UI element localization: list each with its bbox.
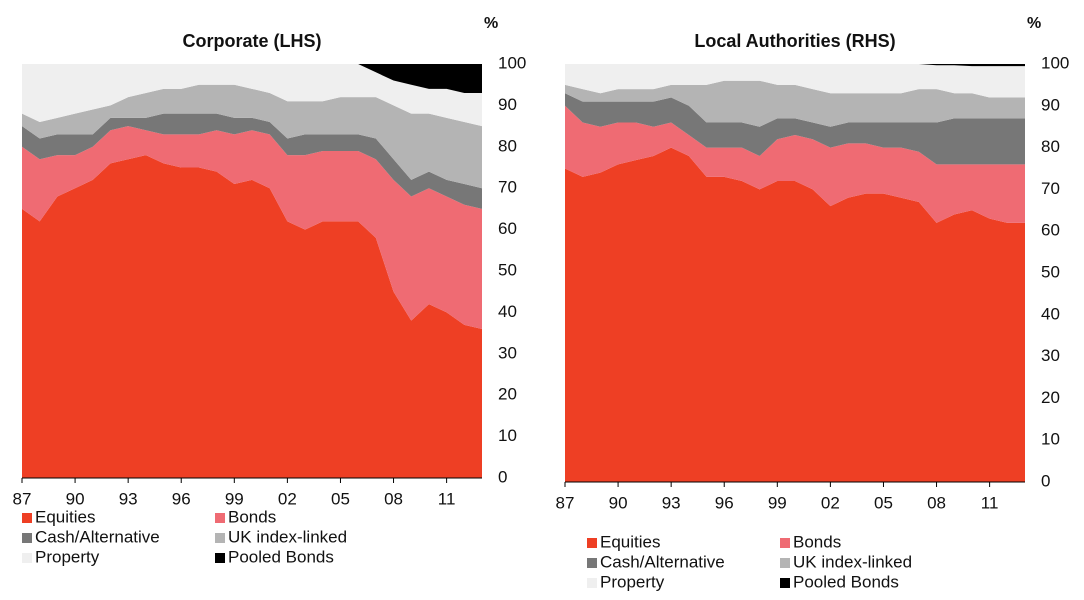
legend-label: Bonds	[228, 507, 276, 526]
area	[565, 147, 1025, 482]
chart-title: Corporate (LHS)	[183, 31, 322, 51]
y-tick-label: 90	[1041, 95, 1060, 114]
legend-swatch	[587, 558, 597, 568]
y-tick-label: 70	[1041, 179, 1060, 198]
y-tick-label: 10	[498, 426, 517, 445]
legend-label: UK index-linked	[793, 552, 912, 571]
y-tick-label: 20	[498, 385, 517, 404]
legend-swatch	[22, 553, 32, 563]
x-tick-label: 02	[821, 493, 840, 512]
y-tick-label: 50	[1041, 262, 1060, 281]
y-tick-label: 100	[498, 53, 526, 72]
x-tick-label: 11	[981, 493, 999, 512]
legend-swatch	[587, 538, 597, 548]
area	[22, 64, 482, 93]
x-tick-label: 08	[384, 489, 403, 508]
y-tick-label: 60	[1041, 221, 1060, 240]
y-tick-label: 30	[498, 343, 517, 362]
legend-label: Equities	[600, 532, 660, 551]
area	[22, 155, 482, 478]
y-tick-label: 50	[498, 260, 517, 279]
x-tick-label: 93	[119, 489, 138, 508]
y-tick-label: 60	[498, 219, 517, 238]
x-tick-label: 96	[715, 493, 734, 512]
legend-swatch	[780, 538, 790, 548]
y-tick-label: 20	[1041, 388, 1060, 407]
y-tick-label: 40	[1041, 304, 1060, 323]
x-tick-label: 87	[13, 489, 32, 508]
area	[565, 80, 1025, 127]
area	[22, 126, 482, 329]
legend-label: UK index-linked	[228, 527, 347, 546]
legend-swatch	[587, 578, 597, 588]
chart: 87 90 93 96 99 02 05 08 11 0 10 20 30 40 50 60 70 80 90 100…	[556, 15, 1070, 591]
area	[565, 64, 1025, 67]
chart: 87 90 93 96 99 02 05 08 11 0 10 20 30 40 50 60 70 80 90 100…	[13, 15, 527, 566]
y-tick-label: 80	[498, 136, 517, 155]
x-tick-label: 90	[609, 493, 628, 512]
y-tick-label: 70	[498, 178, 517, 197]
area	[565, 105, 1025, 223]
legend-swatch	[780, 578, 790, 588]
area	[22, 64, 482, 127]
legend-swatch	[780, 558, 790, 568]
x-tick-label: 11	[438, 489, 456, 508]
y-unit: %	[484, 15, 498, 32]
legend-label: Pooled Bonds	[228, 547, 334, 566]
y-unit: %	[1027, 15, 1041, 32]
y-tick-label: 0	[1041, 471, 1050, 490]
y-tick-label: 10	[1041, 430, 1060, 449]
y-tick-label: 80	[1041, 137, 1060, 156]
x-tick-label: 02	[278, 489, 297, 508]
legend-swatch	[22, 533, 32, 543]
legend-label: Pooled Bonds	[793, 572, 899, 591]
legend-swatch	[22, 513, 32, 523]
legend-swatch	[215, 513, 225, 523]
y-tick-label: 30	[1041, 346, 1060, 365]
y-tick-label: 100	[1041, 53, 1069, 72]
y-tick-label: 90	[498, 95, 517, 114]
legend-swatch	[215, 533, 225, 543]
legend-label: Cash/Alternative	[35, 527, 160, 546]
area	[22, 113, 482, 209]
x-tick-label: 87	[556, 493, 575, 512]
legend-swatch	[215, 553, 225, 563]
x-tick-label: 05	[331, 489, 350, 508]
x-tick-label: 99	[225, 489, 244, 508]
legend-label: Bonds	[793, 532, 841, 551]
legend-label: Cash/Alternative	[600, 552, 725, 571]
x-tick-label: 93	[662, 493, 681, 512]
y-tick-label: 0	[498, 467, 507, 486]
x-tick-label: 99	[768, 493, 787, 512]
chart-title: Local Authorities (RHS)	[694, 31, 895, 51]
y-tick-label: 40	[498, 302, 517, 321]
x-tick-label: 05	[874, 493, 893, 512]
x-tick-label: 90	[66, 489, 85, 508]
x-tick-label: 08	[927, 493, 946, 512]
area	[565, 64, 1025, 98]
area	[22, 84, 482, 189]
legend-label: Property	[35, 547, 100, 566]
legend-label: Property	[600, 572, 665, 591]
x-tick-label: 96	[172, 489, 191, 508]
area	[565, 93, 1025, 165]
legend-label: Equities	[35, 507, 95, 526]
